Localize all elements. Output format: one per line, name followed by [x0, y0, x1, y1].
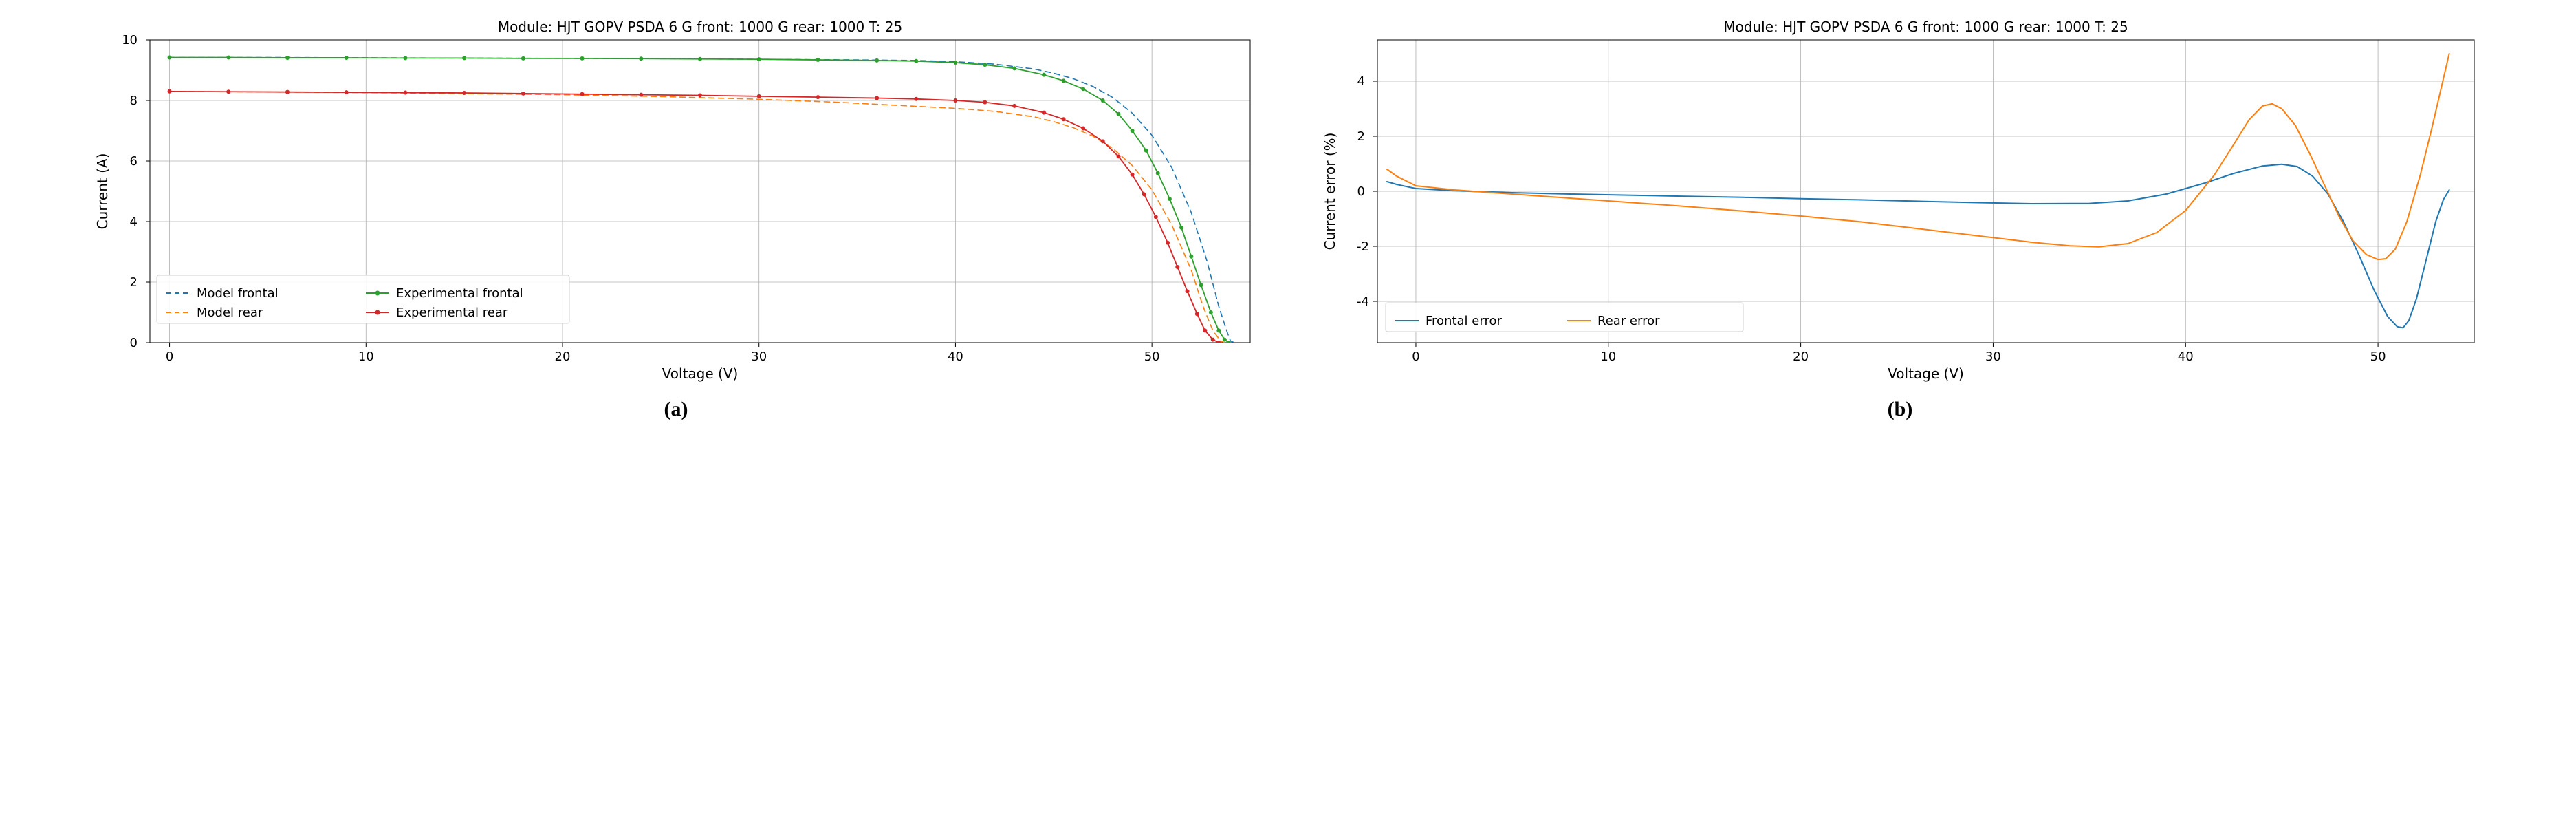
- panel-a-label: (a): [664, 398, 688, 421]
- svg-text:8: 8: [130, 94, 138, 108]
- svg-text:0: 0: [130, 336, 138, 350]
- svg-text:10: 10: [358, 350, 374, 364]
- chart-b-svg: 0 10 20 30 40 50 -4 -2 0 2 4 Voltage (V) Current err…: [1309, 14, 2491, 385]
- svg-text:Rear error: Rear error: [1597, 314, 1660, 328]
- svg-text:-2: -2: [1357, 239, 1369, 254]
- svg-text:2: 2: [130, 275, 138, 290]
- chart-a-wrap: 0 10 20 30 40 50 0 2 4 6 8 10 Voltage (V) Current (A)…: [85, 14, 1267, 385]
- svg-text:10: 10: [1600, 350, 1616, 364]
- svg-text:-4: -4: [1357, 294, 1369, 309]
- svg-text:Frontal error: Frontal error: [1426, 314, 1502, 328]
- figure-container: 010203040500246810Voltage (V)Current (A)…: [14, 14, 2562, 421]
- svg-text:Experimental rear: Experimental rear: [396, 306, 508, 320]
- svg-text:Model frontal: Model frontal: [197, 286, 279, 301]
- svg-text:10: 10: [122, 33, 138, 47]
- svg-text:Current error (%): Current error (%): [1322, 133, 1338, 250]
- svg-text:4: 4: [130, 215, 138, 229]
- svg-text:Module: HJT GOPV PSDA 6 G fr: Module: HJT GOPV PSDA 6 G front: 1000 G …: [498, 19, 902, 35]
- svg-text:6: 6: [130, 154, 138, 169]
- svg-text:0: 0: [166, 350, 173, 364]
- chart-b-wrap: 0 10 20 30 40 50 -4 -2 0 2 4 Voltage (V) Current err…: [1309, 14, 2491, 385]
- svg-text:0: 0: [1412, 350, 1419, 364]
- svg-text:Module: HJT GOPV PSDA 6 G fr: Module: HJT GOPV PSDA 6 G front: 1000 G …: [1723, 19, 2128, 35]
- svg-text:Voltage (V): Voltage (V): [1888, 365, 1964, 382]
- svg-text:Current (A): Current (A): [94, 153, 111, 230]
- svg-text:Model rear: Model rear: [197, 306, 263, 320]
- svg-text:0: 0: [1357, 184, 1365, 199]
- svg-text:40: 40: [948, 350, 963, 364]
- panel-b-label: (b): [1888, 398, 1913, 421]
- svg-text:Voltage (V): Voltage (V): [662, 365, 739, 382]
- svg-text:20: 20: [555, 350, 571, 364]
- svg-text:50: 50: [2370, 350, 2386, 364]
- chart-a-svg: 0 10 20 30 40 50 0 2 4 6 8 10 Voltage (V) Current (A)…: [85, 14, 1267, 385]
- svg-text:4: 4: [1357, 74, 1365, 89]
- panel-a: 0 10 20 30 40 50 0 2 4 6 8 10 Voltage (V) Current (A)…: [85, 14, 1267, 421]
- svg-text:2: 2: [1357, 129, 1365, 144]
- svg-text:30: 30: [751, 350, 767, 364]
- svg-text:30: 30: [1985, 350, 2001, 364]
- svg-text:20: 20: [1793, 350, 1809, 364]
- svg-text:40: 40: [2178, 350, 2194, 364]
- svg-text:Experimental frontal: Experimental frontal: [396, 286, 523, 301]
- panel-b: 0 10 20 30 40 50 -4 -2 0 2 4 Voltage (V) Current err…: [1309, 14, 2491, 421]
- svg-text:50: 50: [1144, 350, 1160, 364]
